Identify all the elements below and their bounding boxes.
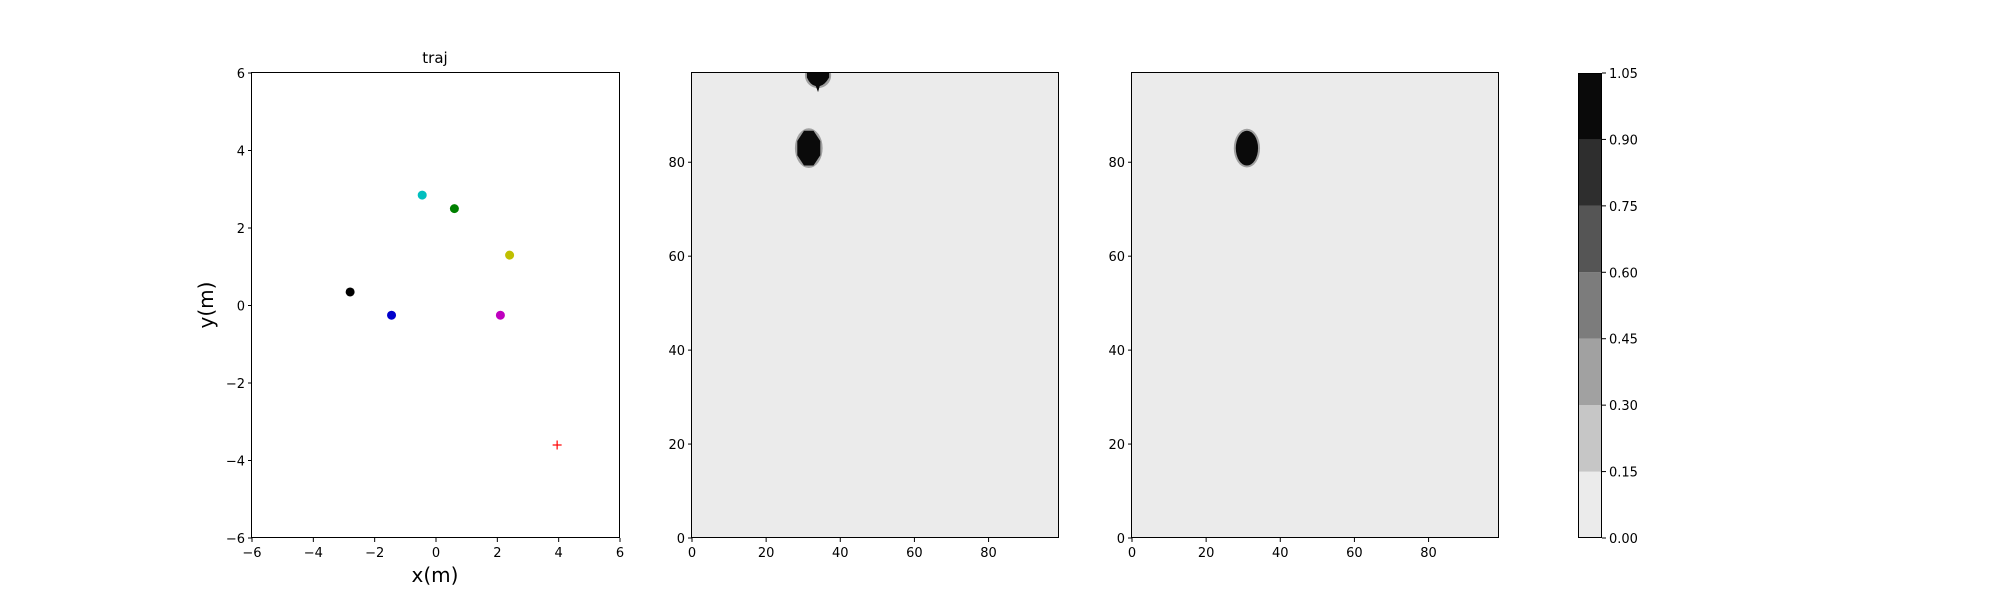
x-tick-label: 60 [1346,546,1363,561]
x-tick-label: 60 [906,546,923,561]
traj-plot-area [345,190,562,450]
y-tick-label: 40 [668,344,685,359]
y-tick-label: −4 [226,455,245,470]
y-tick-label: 4 [237,145,245,160]
x-tick-label: 20 [1198,546,1215,561]
colorbar-tick-label: 1.05 [1609,67,1638,82]
colorbar-tick-label: 0.90 [1609,133,1638,148]
x-tick-label: 4 [555,546,563,561]
x-tick-label: 0 [1128,546,1136,561]
colorbar-tick-label: 0.60 [1609,266,1638,281]
heatmap-1-image [692,73,1059,538]
x-tick-label: 40 [832,546,849,561]
y-tick-label: 40 [1108,344,1125,359]
x-tick-label: 40 [1272,546,1289,561]
colorbar-frame [1578,73,1602,538]
y-tick-label: 0 [677,532,685,547]
scatter-point-2 [417,190,427,200]
heatmap-1-axes-frame [691,72,1059,538]
y-tick-label: 0 [237,300,245,315]
y-axis-label: y(m) [194,282,218,329]
colorbar-tick-label: 0.15 [1609,466,1638,481]
colorbar-band [1578,405,1602,472]
heatmap-panel-2: 0 20 40 60 80 0 20 40 60 80 [1108,72,1499,561]
x-tick-label: 80 [980,546,997,561]
x-tick-label: −6 [242,546,261,561]
y-tick-label: 80 [668,156,685,171]
colorbar-band [1578,73,1602,140]
colorbar-band [1578,338,1602,406]
x-tick-label: 0 [688,546,696,561]
panel-title: traj [422,49,447,67]
colorbar-band [1578,471,1602,538]
heatmap-2-ticks: 0 20 40 60 80 0 20 40 60 80 [1108,156,1436,561]
scatter-point-0 [345,287,355,297]
colorbar: 0.00 0.15 0.30 0.45 0.60 0.75 0.90 1.05 [1578,67,1638,547]
x-tick-label: −2 [365,546,384,561]
scatter-point-1 [387,310,397,320]
traj-axes-frame [251,72,620,538]
heatmap-1-obstacle-blob [806,73,830,93]
y-tick-label: 0 [1117,532,1125,547]
y-tick-label: −6 [226,532,245,547]
colorbar-tick-label: 0.45 [1609,333,1638,348]
y-tick-label: 60 [1108,250,1125,265]
colorbar-band [1578,139,1602,206]
target-plus-marker [552,440,562,450]
y-tick-label: 6 [237,67,245,82]
x-tick-label: 20 [758,546,775,561]
colorbar-band [1578,205,1602,273]
heatmap-panel-1: 0 20 40 60 80 0 20 40 60 80 [668,72,1059,561]
heatmap-1-obstacle-blob [797,130,821,166]
y-tick-label: −2 [226,377,245,392]
traj-panel: traj −6 −4 −2 0 2 4 6 −6 −4 −2 0 2 4 6 x(m) y(m) [194,49,624,587]
traj-ticks: −6 −4 −2 0 2 4 6 −6 −4 −2 0 2 4 6 [226,67,624,561]
y-tick-label: 60 [668,250,685,265]
scatter-point-3 [449,204,459,214]
y-tick-label: 2 [237,222,245,237]
x-tick-label: 2 [493,546,501,561]
y-tick-label: 80 [1108,156,1125,171]
x-tick-label: 0 [432,546,440,561]
heatmap-2-background [1132,73,1499,538]
scatter-point-4 [505,250,515,260]
x-tick-label: 6 [616,546,624,561]
heatmap-1-ticks: 0 20 40 60 80 0 20 40 60 80 [668,156,996,561]
x-tick-label: 80 [1420,546,1437,561]
y-tick-label: 20 [1108,438,1125,453]
y-tick-label: 20 [668,438,685,453]
x-axis-label: x(m) [412,563,459,587]
colorbar-tick-label: 0.75 [1609,200,1638,215]
scatter-point-5 [495,310,505,320]
x-tick-label: −4 [304,546,323,561]
colorbar-tick-label: 0.30 [1609,399,1638,414]
heatmap-1-background [692,73,1059,538]
heatmap-2-image [1132,73,1499,538]
colorbar-tick-label: 0.00 [1609,532,1638,547]
colorbar-band [1578,272,1602,339]
heatmap-2-obstacle-blob [1235,130,1259,166]
heatmap-2-axes-frame [1131,72,1499,538]
